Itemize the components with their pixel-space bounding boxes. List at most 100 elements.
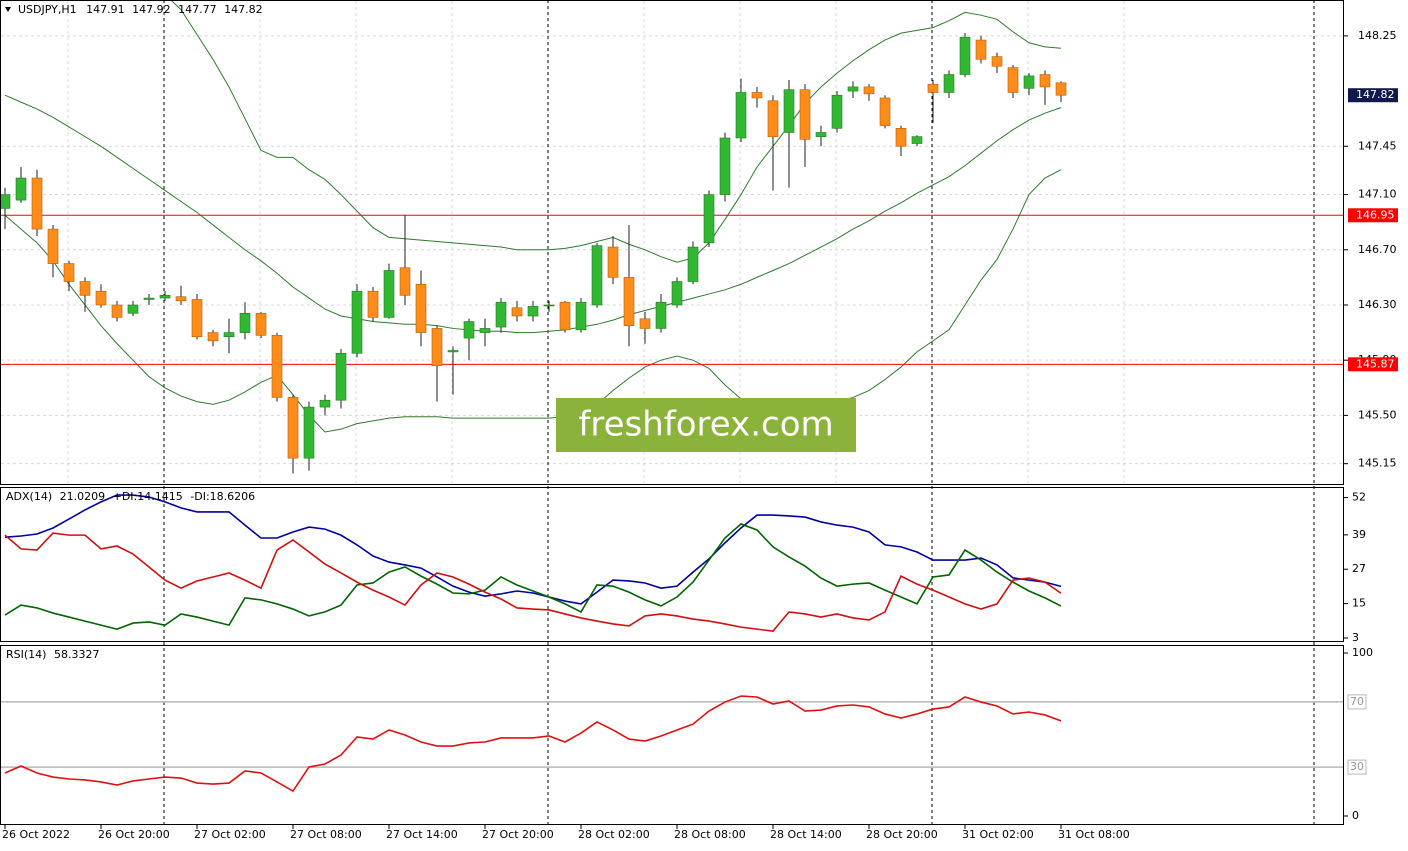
adx-header: ADX(14) 21.0209 +DI:14.1415 -DI:18.6206 — [6, 490, 255, 503]
candle-body — [639, 318, 651, 329]
grid-layer — [1, 1, 1343, 483]
plus-di-name: +DI: — [113, 490, 138, 503]
minus-di-value: 18.6206 — [210, 490, 256, 503]
minus-di-name: -DI: — [190, 490, 209, 503]
low-value: 147.77 — [178, 3, 217, 16]
y-tick-label: 3 — [1352, 631, 1359, 644]
candle-body — [175, 296, 187, 302]
level-label: 70 — [1350, 695, 1364, 708]
bollinger-band — [171, 1, 1062, 263]
price-plot — [1, 1, 1343, 474]
menu-triangle[interactable] — [5, 7, 11, 12]
y-tick-label: 148.25 — [1358, 29, 1397, 42]
candle-body — [1007, 67, 1019, 93]
candle-body — [239, 312, 251, 333]
candle-body — [783, 89, 795, 133]
level-tag — [1348, 357, 1398, 372]
candle-body — [255, 312, 267, 336]
candle-body — [431, 328, 443, 367]
candle-body — [303, 406, 315, 459]
candle-body — [287, 397, 299, 459]
watermark: freshforex.com — [556, 398, 856, 452]
candle-body — [15, 177, 27, 201]
candle-body — [959, 36, 971, 75]
x-tick-label: 28 Oct 14:00 — [770, 828, 842, 841]
y-tick-label: 15 — [1352, 597, 1366, 610]
candle-body — [703, 194, 715, 244]
y-tick-label: 52 — [1352, 491, 1366, 504]
x-tick-label: 27 Oct 02:00 — [194, 828, 266, 841]
y-tick-label: 39 — [1352, 528, 1366, 541]
candle-body — [911, 136, 923, 144]
candle-body — [191, 299, 203, 338]
level-tag — [1347, 694, 1367, 710]
y-tick-label: 146.70 — [1358, 243, 1397, 256]
rsi-header: RSI(14) 58.3327 — [6, 648, 99, 661]
level-label: 145.87 — [1356, 357, 1395, 370]
candle-body — [1023, 75, 1035, 89]
candle-body — [223, 332, 235, 338]
candle-body — [623, 277, 635, 326]
candle-body — [975, 39, 987, 60]
candle-body — [943, 74, 955, 93]
candle-body — [127, 304, 139, 314]
indicator-line — [4, 494, 1062, 605]
candle-body — [415, 283, 427, 333]
candle-body — [143, 297, 155, 300]
price-header: USDJPY,H1 147.91 147.92 147.77 147.82 — [18, 3, 263, 16]
y-tick-label: 146.30 — [1358, 298, 1397, 311]
candle-body — [575, 301, 587, 331]
candle-body — [399, 267, 411, 296]
rsi-name: RSI(14) — [6, 648, 46, 661]
candle-body — [719, 137, 731, 195]
plus-di-value: 14.1415 — [137, 490, 183, 503]
candle-body — [367, 290, 379, 318]
candle-body — [335, 352, 347, 401]
candle-body — [543, 304, 555, 307]
watermark-box — [556, 398, 856, 452]
y-tick-label: 147.10 — [1358, 188, 1397, 201]
candle-body — [159, 295, 171, 299]
level-tag — [1348, 208, 1398, 223]
candle-body — [559, 301, 571, 331]
close-value: 147.82 — [224, 3, 263, 16]
candle-body — [895, 128, 907, 147]
x-tick-label: 31 Oct 02:00 — [962, 828, 1034, 841]
axis-layer: 26 Oct 2022 26 Oct 20:00 27 Oct 02:00 27 Oc… — [2, 29, 1398, 841]
open-value: 147.91 — [86, 3, 125, 16]
candle-body — [63, 263, 75, 282]
x-tick-label: 31 Oct 08:00 — [1058, 828, 1130, 841]
candle-body — [479, 328, 491, 333]
y-tick-label: 145.15 — [1358, 457, 1397, 470]
candle-body — [815, 132, 827, 137]
candle-body — [607, 246, 619, 278]
adx-value: 21.0209 — [60, 490, 106, 503]
x-tick-label: 27 Oct 14:00 — [386, 828, 458, 841]
x-tick-label: 27 Oct 08:00 — [290, 828, 362, 841]
candle-body — [79, 281, 91, 296]
candle-body — [319, 399, 331, 408]
x-tick-label: 28 Oct 20:00 — [866, 828, 938, 841]
candle-body — [207, 332, 219, 342]
symbol: USDJPY,H1 — [18, 3, 77, 16]
candle-body — [799, 89, 811, 140]
level-label: 30 — [1350, 760, 1364, 773]
price-panel-frame — [0, 0, 1344, 485]
y-tick-label: 0 — [1352, 809, 1359, 822]
candle-body — [767, 100, 779, 137]
candle-body — [111, 304, 123, 318]
candle-body — [591, 245, 603, 306]
candle-body — [687, 246, 699, 282]
indicator-line — [4, 523, 1062, 630]
indicator-line — [4, 532, 1062, 632]
bollinger-band — [4, 94, 1062, 334]
last-price-label: 147.82 — [1356, 88, 1395, 101]
y-tick-label: 27 — [1352, 562, 1366, 575]
watermark-text: freshforex.com — [578, 405, 833, 445]
candle-body — [271, 335, 283, 398]
x-tick-label: 28 Oct 08:00 — [674, 828, 746, 841]
last-price-tag — [1348, 88, 1398, 103]
candle-body — [927, 83, 939, 93]
